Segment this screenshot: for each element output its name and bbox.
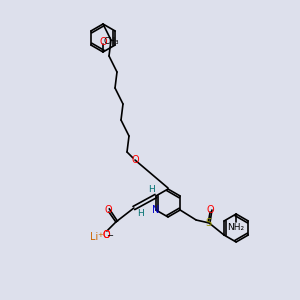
Text: Li: Li: [90, 232, 98, 242]
Text: N: N: [152, 205, 160, 215]
Text: O: O: [131, 155, 139, 165]
Text: O: O: [206, 205, 214, 215]
Text: O: O: [99, 37, 107, 47]
Text: S: S: [205, 218, 211, 228]
Text: O: O: [104, 205, 112, 215]
Text: +: +: [97, 232, 103, 238]
Text: CH₃: CH₃: [103, 38, 119, 46]
Text: O: O: [102, 230, 110, 240]
Text: H: H: [137, 209, 144, 218]
Text: NH₂: NH₂: [228, 224, 245, 232]
Text: O: O: [102, 230, 110, 240]
Text: H: H: [148, 184, 155, 194]
Text: −: −: [106, 232, 113, 241]
